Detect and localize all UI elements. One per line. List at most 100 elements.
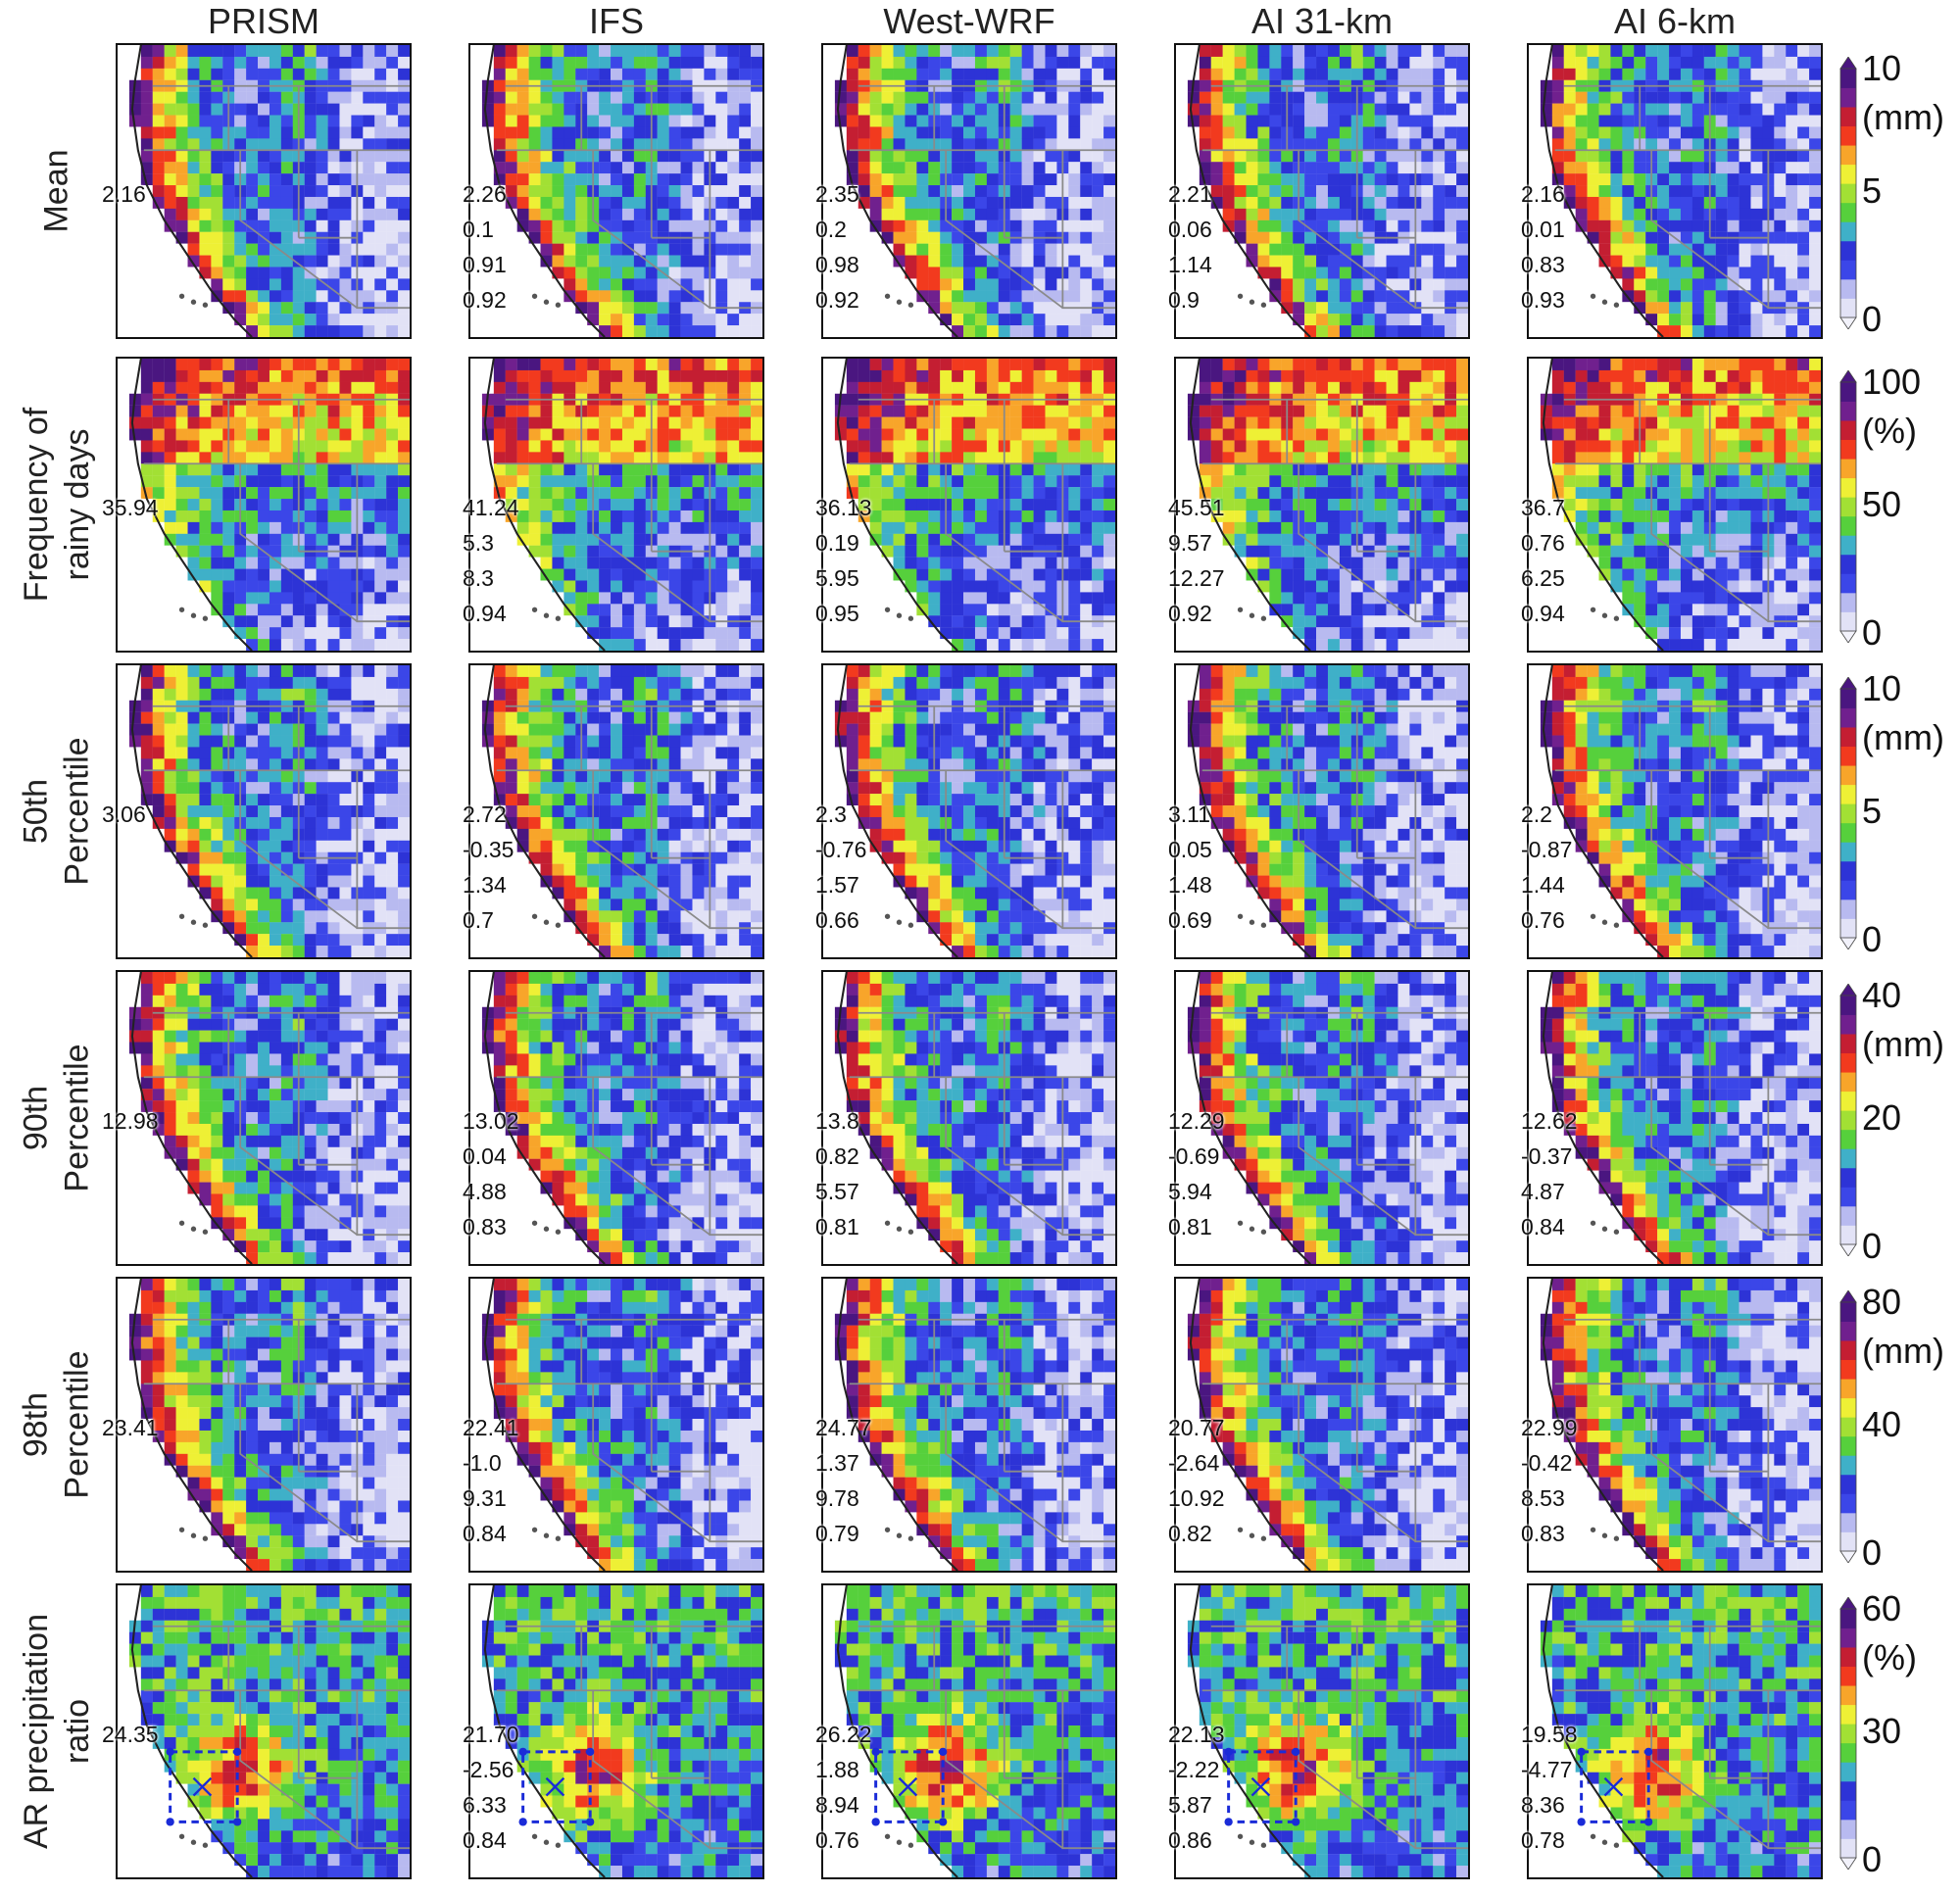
- island: [178, 1527, 185, 1532]
- island: [543, 919, 550, 925]
- row-title-5: 98th Percentile: [0, 1277, 114, 1573]
- colorbar-1: 10 (mm) 5 0: [1838, 49, 1956, 339]
- stat-mean: 41.24: [463, 495, 519, 520]
- panel-stats: 2.3 -0.76 1.57 0.66: [815, 797, 866, 938]
- stat-value: -2.22: [1168, 1757, 1220, 1782]
- stat-value: 5.94: [1168, 1179, 1212, 1204]
- stat-value: 0.79: [815, 1521, 859, 1546]
- stat-value: 4.87: [1521, 1179, 1565, 1204]
- analysis-box: [1577, 1747, 1653, 1826]
- colorbar-3: 10 (mm) 5 0: [1838, 669, 1956, 959]
- stat-value: 0.81: [815, 1214, 859, 1239]
- panel-stats: 21.70 -2.56 6.33 0.84: [463, 1717, 519, 1858]
- panel-stats: 23.41: [102, 1410, 159, 1445]
- island: [555, 615, 562, 621]
- heatmap-field: [1176, 45, 1468, 337]
- stat-value: 0.82: [1168, 1521, 1212, 1546]
- coastline: [1189, 1585, 1311, 1877]
- state-border: [945, 150, 1063, 309]
- row-title-2: Frequency of rainy days: [0, 357, 114, 653]
- island: [1237, 607, 1244, 612]
- panel-stats: 2.2 -0.87 1.44 0.76: [1521, 797, 1572, 938]
- state-border: [356, 1690, 410, 1850]
- row-title-text: 98th Percentile: [16, 1350, 98, 1498]
- coastline: [836, 1279, 958, 1571]
- coastline: [130, 665, 253, 957]
- island: [190, 1226, 197, 1232]
- island: [178, 1220, 185, 1226]
- coastline: [836, 45, 958, 337]
- stat-mean: 2.72: [463, 802, 507, 827]
- colorbar-unit-label: (%): [1862, 411, 1917, 451]
- stat-value: 5.57: [815, 1179, 859, 1204]
- row-title-line: AR precipitation: [18, 1613, 56, 1850]
- colorbar-gradient: [1839, 370, 1857, 643]
- island: [1237, 913, 1244, 919]
- stat-mean: 22.99: [1521, 1415, 1578, 1440]
- panel-stats: 41.24 5.3 8.3 0.94: [463, 490, 519, 631]
- coastline: [1189, 1279, 1311, 1571]
- stat-value: 6.25: [1521, 565, 1565, 591]
- colorbar-min-label: 0: [1862, 299, 1883, 339]
- coastline: [836, 665, 958, 957]
- coastline: [1542, 972, 1664, 1264]
- island: [543, 1532, 550, 1538]
- map-panel-1-2: [468, 43, 764, 339]
- map-panel-3-3: [821, 663, 1117, 959]
- map-panel-3-1: [116, 663, 412, 959]
- state-border: [1298, 1077, 1416, 1236]
- stat-value: 0.83: [1521, 1521, 1565, 1546]
- stat-mean: 26.22: [815, 1722, 872, 1747]
- row-title-1: Mean: [0, 43, 114, 339]
- colorbar-unit-label: (mm): [1862, 717, 1944, 757]
- stat-value: 0.94: [463, 601, 507, 626]
- heatmap-field: [470, 1585, 762, 1877]
- stat-value: 1.37: [815, 1450, 859, 1476]
- island: [1601, 1532, 1608, 1538]
- panel-stats: 20.77 -2.64 10.92 0.82: [1168, 1410, 1225, 1551]
- state-border: [709, 1384, 762, 1543]
- heatmap-field: [118, 45, 410, 337]
- coastline: [1189, 972, 1311, 1264]
- column-title-2: IFS: [588, 1, 644, 41]
- coastline: [130, 1279, 253, 1571]
- stat-value: 1.88: [815, 1757, 859, 1782]
- island: [531, 293, 538, 299]
- colorbar-min-label: 0: [1862, 1226, 1883, 1266]
- map-panel-6-2: [468, 1583, 764, 1879]
- stat-value: 0.1: [463, 217, 494, 242]
- state-border: [1767, 770, 1821, 930]
- state-border: [709, 1077, 762, 1237]
- stat-value: 0.84: [463, 1827, 507, 1853]
- stat-value: 0.92: [1168, 601, 1212, 626]
- state-border: [239, 1690, 358, 1849]
- stat-value: 8.36: [1521, 1792, 1565, 1818]
- map-panel-5-2: [468, 1277, 764, 1573]
- island: [1590, 1527, 1596, 1532]
- stat-value: 8.53: [1521, 1485, 1565, 1511]
- colorbar-gradient: [1839, 677, 1857, 949]
- island: [1590, 913, 1596, 919]
- coastline: [1542, 359, 1664, 651]
- coastline: [130, 45, 253, 337]
- state-border: [1414, 1077, 1468, 1237]
- coastline: [1542, 45, 1664, 337]
- stat-mean: 20.77: [1168, 1415, 1225, 1440]
- map-panel-6-5: [1527, 1583, 1823, 1879]
- stat-mean: 2.2: [1521, 802, 1552, 827]
- stat-value: 0.66: [815, 907, 859, 933]
- stat-value: 1.14: [1168, 252, 1212, 277]
- island: [907, 922, 914, 928]
- stat-value: -0.37: [1521, 1143, 1573, 1169]
- island: [1260, 615, 1267, 621]
- coastline: [130, 1585, 253, 1877]
- map-panel-4-2: [468, 970, 764, 1266]
- analysis-box: [1224, 1747, 1300, 1826]
- island: [1613, 302, 1620, 308]
- state-border: [592, 463, 710, 622]
- stat-value: -2.64: [1168, 1450, 1220, 1476]
- stat-mean: 13.02: [463, 1108, 519, 1134]
- panel-stats: 22.41 -1.0 9.31 0.84: [463, 1410, 519, 1551]
- map-panel-6-1: [116, 1583, 412, 1879]
- island: [884, 913, 891, 919]
